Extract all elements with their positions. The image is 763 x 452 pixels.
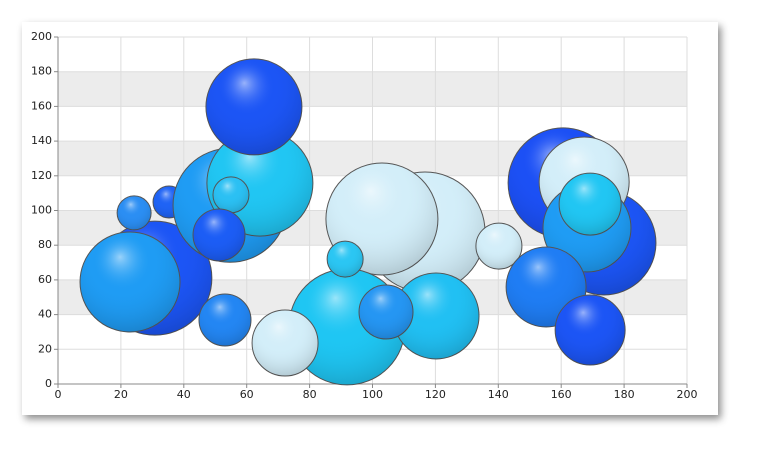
y-tick-label: 120 — [31, 169, 52, 182]
x-tick-label: 180 — [614, 388, 635, 401]
x-tick-label: 100 — [362, 388, 383, 401]
y-tick-label: 40 — [38, 308, 52, 321]
x-tick-label: 80 — [303, 388, 317, 401]
bubble — [558, 172, 622, 236]
x-tick-label: 40 — [177, 388, 191, 401]
y-tick-label: 60 — [38, 273, 52, 286]
x-tick-label: 0 — [55, 388, 62, 401]
y-tick-label: 100 — [31, 204, 52, 217]
x-tick-label: 60 — [240, 388, 254, 401]
bubble — [475, 222, 523, 270]
bubble — [392, 272, 480, 360]
x-tick-label: 120 — [425, 388, 446, 401]
bubble — [205, 58, 303, 156]
y-tick-label: 140 — [31, 134, 52, 147]
bubble — [79, 231, 181, 333]
bubble — [251, 309, 319, 377]
bubble — [116, 195, 152, 231]
x-tick-label: 160 — [551, 388, 572, 401]
y-tick-label: 20 — [38, 342, 52, 355]
bubble — [198, 293, 252, 347]
y-tick-label: 80 — [38, 238, 52, 251]
y-tick-label: 0 — [45, 377, 52, 390]
y-tick-label: 160 — [31, 99, 52, 112]
bubble — [212, 176, 250, 214]
x-tick-label: 20 — [114, 388, 128, 401]
y-tick-label: 180 — [31, 65, 52, 78]
x-tick-label: 200 — [677, 388, 698, 401]
x-tick-label: 140 — [488, 388, 509, 401]
bubble — [358, 284, 414, 340]
bubble — [192, 208, 246, 262]
y-tick-label: 200 — [31, 30, 52, 43]
bubble — [554, 294, 626, 366]
bubble — [326, 240, 364, 278]
